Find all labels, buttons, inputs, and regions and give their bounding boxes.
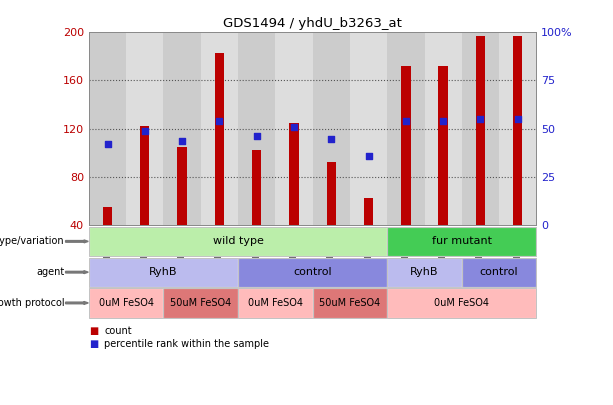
Text: ■: ■	[89, 326, 98, 336]
Text: 50uM FeSO4: 50uM FeSO4	[319, 298, 381, 308]
Point	[438, 118, 448, 125]
Bar	[164, 32, 201, 225]
Bar	[513, 36, 522, 225]
Bar	[313, 32, 350, 225]
Text: control: control	[293, 267, 332, 277]
Point	[364, 153, 373, 160]
Bar	[438, 66, 448, 225]
Text: control: control	[480, 267, 519, 277]
Bar	[425, 32, 462, 225]
Text: percentile rank within the sample: percentile rank within the sample	[104, 339, 269, 349]
Bar	[499, 32, 536, 225]
Point	[401, 118, 411, 125]
Point	[513, 116, 523, 122]
Point	[476, 116, 485, 122]
Bar	[126, 32, 164, 225]
Bar	[327, 162, 336, 225]
Bar	[401, 66, 411, 225]
Bar	[462, 32, 499, 225]
Text: growth protocol: growth protocol	[0, 298, 64, 308]
Text: wild type: wild type	[213, 237, 264, 246]
Text: 0uM FeSO4: 0uM FeSO4	[99, 298, 154, 308]
Bar	[275, 32, 313, 225]
Text: RyhB: RyhB	[149, 267, 178, 277]
Bar	[201, 32, 238, 225]
Bar	[215, 53, 224, 225]
Point	[177, 137, 187, 144]
Point	[252, 132, 262, 139]
Point	[140, 128, 150, 134]
Bar	[177, 147, 187, 225]
Text: 50uM FeSO4: 50uM FeSO4	[170, 298, 231, 308]
Text: agent: agent	[36, 267, 64, 277]
Text: genotype/variation: genotype/variation	[0, 237, 64, 246]
Bar	[350, 32, 387, 225]
Point	[102, 141, 112, 147]
Bar	[476, 36, 485, 225]
Text: RyhB: RyhB	[410, 267, 439, 277]
Point	[215, 118, 224, 125]
Bar	[364, 198, 373, 225]
Text: 0uM FeSO4: 0uM FeSO4	[248, 298, 303, 308]
Text: count: count	[104, 326, 132, 336]
Bar	[289, 123, 299, 225]
Bar	[387, 32, 425, 225]
Title: GDS1494 / yhdU_b3263_at: GDS1494 / yhdU_b3263_at	[223, 17, 402, 30]
Bar	[252, 150, 261, 225]
Bar	[103, 207, 112, 225]
Text: ■: ■	[89, 339, 98, 349]
Bar	[89, 32, 126, 225]
Text: fur mutant: fur mutant	[432, 237, 492, 246]
Point	[326, 136, 336, 143]
Bar	[140, 126, 150, 225]
Point	[289, 124, 299, 131]
Bar	[238, 32, 275, 225]
Text: 0uM FeSO4: 0uM FeSO4	[434, 298, 489, 308]
